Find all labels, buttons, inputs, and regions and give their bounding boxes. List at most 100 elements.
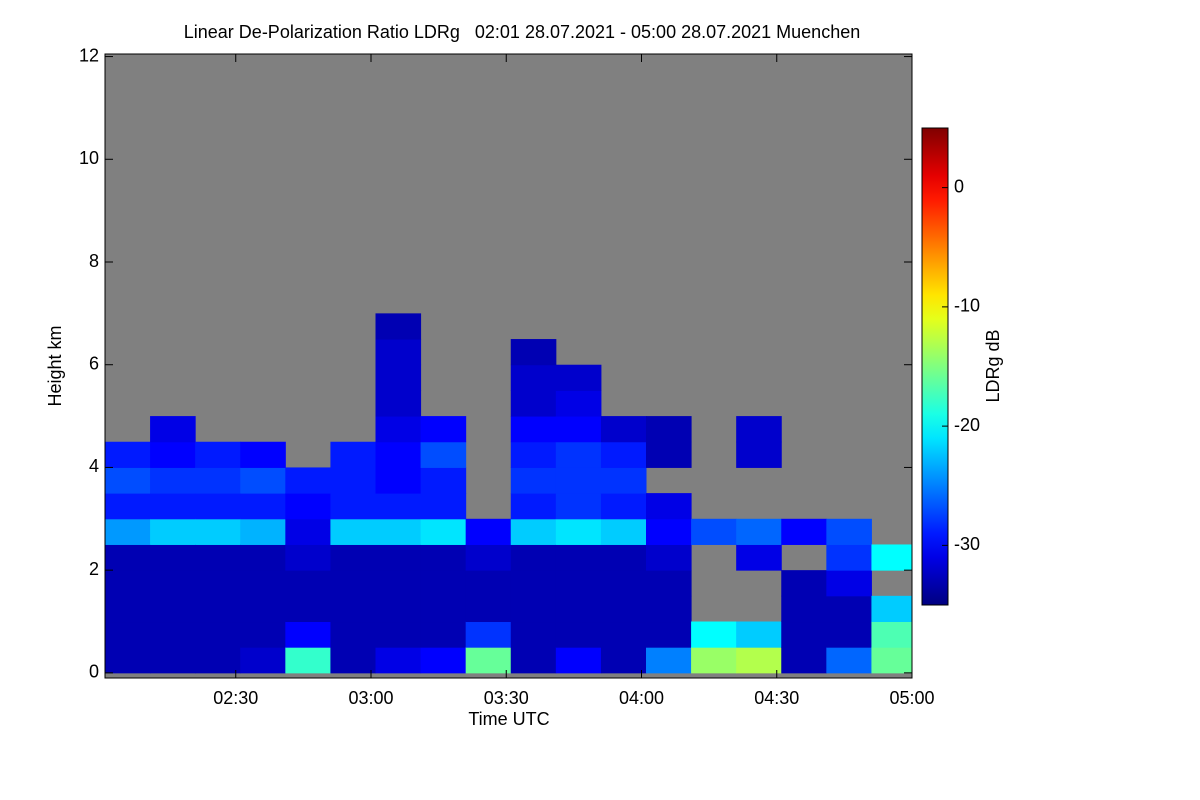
heatmap-cell bbox=[871, 544, 913, 571]
heatmap-cell bbox=[646, 416, 692, 443]
heatmap-cell bbox=[330, 595, 377, 623]
heatmap-cell bbox=[826, 544, 872, 571]
heatmap-cell bbox=[736, 441, 782, 468]
heatmap-cell bbox=[555, 416, 602, 443]
heatmap-cell bbox=[465, 570, 512, 597]
heatmap-cell bbox=[465, 518, 512, 545]
heatmap-cell bbox=[330, 621, 377, 648]
heatmap-cell bbox=[105, 467, 151, 494]
y-tick-label: 6 bbox=[89, 353, 99, 373]
x-tick-label: 04:30 bbox=[754, 688, 799, 708]
heatmap-cell bbox=[555, 621, 602, 648]
heatmap-cell bbox=[826, 621, 872, 648]
heatmap-cell bbox=[330, 493, 377, 520]
heatmap-cell bbox=[240, 467, 286, 494]
heatmap-cell bbox=[600, 441, 647, 468]
heatmap-cell bbox=[150, 544, 196, 571]
heatmap-cell bbox=[375, 493, 422, 520]
heatmap-cell bbox=[871, 621, 913, 648]
heatmap-cell bbox=[375, 364, 422, 391]
heatmap-cell bbox=[375, 339, 422, 366]
heatmap-cell bbox=[691, 621, 737, 648]
heatmap-cell bbox=[600, 416, 647, 443]
y-tick-label: 0 bbox=[89, 662, 99, 682]
heatmap-cell bbox=[330, 570, 377, 597]
heatmap-cell bbox=[600, 518, 647, 545]
heatmap-cell bbox=[150, 595, 196, 623]
heatmap-cell bbox=[646, 441, 692, 468]
heatmap-cell bbox=[105, 544, 151, 571]
heatmap-cell bbox=[105, 493, 151, 520]
heatmap-cell bbox=[510, 621, 557, 648]
heatmap-cell bbox=[510, 416, 557, 443]
heatmap-cell bbox=[555, 364, 602, 391]
heatmap-cell bbox=[105, 647, 151, 674]
heatmap-cell bbox=[420, 493, 467, 520]
heatmap-cell bbox=[465, 595, 512, 623]
heatmap-cell bbox=[600, 621, 647, 648]
heatmap-cell bbox=[150, 441, 196, 468]
colorbar bbox=[921, 127, 949, 606]
heatmap-cell bbox=[240, 621, 286, 648]
heatmap-cell bbox=[285, 621, 331, 648]
heatmap-cell bbox=[330, 518, 377, 545]
heatmap-cell bbox=[646, 518, 692, 545]
heatmap-cell bbox=[465, 544, 512, 571]
heatmap-cell bbox=[375, 570, 422, 597]
heatmap-cell bbox=[285, 570, 331, 597]
heatmap-cell bbox=[195, 467, 241, 494]
y-tick-label: 8 bbox=[89, 251, 99, 271]
heatmap-cell bbox=[871, 647, 913, 674]
heatmap-cell bbox=[420, 518, 467, 545]
heatmap-cell bbox=[781, 647, 827, 674]
heatmap-cell bbox=[105, 570, 151, 597]
heatmap-cell bbox=[375, 595, 422, 623]
heatmap-cell bbox=[330, 647, 377, 674]
heatmap-cell bbox=[420, 544, 467, 571]
heatmap-cell bbox=[781, 595, 827, 623]
heatmap-cell bbox=[105, 518, 151, 545]
heatmap-cell bbox=[240, 441, 286, 468]
heatmap-cell bbox=[510, 647, 557, 674]
heatmap-cell bbox=[555, 390, 602, 417]
heatmap-cell bbox=[150, 621, 196, 648]
heatmap-cell bbox=[420, 570, 467, 597]
chart-title: Linear De-Polarization Ratio LDRg 02:01 … bbox=[184, 22, 860, 42]
heatmap-cell bbox=[375, 416, 422, 443]
x-tick-label: 04:00 bbox=[619, 688, 664, 708]
heatmap-cell bbox=[285, 647, 331, 674]
heatmap-cell bbox=[555, 595, 602, 623]
heatmap-cell bbox=[285, 493, 331, 520]
heatmap-cell bbox=[420, 416, 467, 443]
y-tick-label: 2 bbox=[89, 559, 99, 579]
heatmap-cell bbox=[420, 467, 467, 494]
heatmap-cell bbox=[195, 441, 241, 468]
heatmap-cell bbox=[375, 390, 422, 417]
heatmap-cell bbox=[555, 570, 602, 597]
heatmap-cell bbox=[826, 595, 872, 623]
heatmap-cell bbox=[285, 518, 331, 545]
heatmap-cell bbox=[330, 441, 377, 468]
heatmap-cell bbox=[691, 647, 737, 674]
heatmap-cell bbox=[600, 493, 647, 520]
heatmap-cell bbox=[375, 467, 422, 494]
plot-frame bbox=[104, 53, 913, 679]
heatmap-cell bbox=[240, 595, 286, 623]
heatmap-cell bbox=[510, 595, 557, 623]
heatmap-cell bbox=[105, 621, 151, 648]
x-tick-label: 03:30 bbox=[484, 688, 529, 708]
colorbar-label: LDRg dB bbox=[983, 329, 1003, 402]
heatmap-cell bbox=[375, 313, 422, 340]
heatmap-cell bbox=[510, 441, 557, 468]
heatmap-cell bbox=[375, 621, 422, 648]
heatmap-cell bbox=[195, 493, 241, 520]
colorbar-tick-label: 0 bbox=[954, 176, 964, 196]
heatmap-cell bbox=[150, 493, 196, 520]
heatmap-cell bbox=[646, 493, 692, 520]
heatmap-cell bbox=[646, 570, 692, 597]
heatmap-cell bbox=[240, 493, 286, 520]
heatmap-cell bbox=[240, 647, 286, 674]
heatmap-cell bbox=[510, 339, 557, 366]
heatmap-cell bbox=[555, 647, 602, 674]
